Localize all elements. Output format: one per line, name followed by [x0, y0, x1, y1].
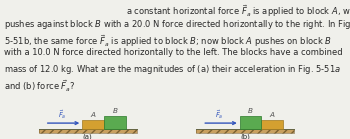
Text: with a 10.0 N force directed horizontally to the left. The blocks have a combine: with a 10.0 N force directed horizontall…	[4, 48, 342, 57]
Bar	[196, 129, 294, 133]
Text: $\vec{F}_a$: $\vec{F}_a$	[215, 108, 224, 121]
Text: $A$: $A$	[269, 110, 276, 119]
Bar	[104, 116, 126, 129]
Bar	[82, 120, 104, 129]
Text: a constant horizontal force $\vec{F}_a$ is applied to block $A$, which: a constant horizontal force $\vec{F}_a$ …	[126, 3, 350, 19]
Text: and (b) force $\vec{F}_a$?: and (b) force $\vec{F}_a$?	[4, 78, 75, 94]
Text: (b): (b)	[240, 133, 250, 139]
Bar	[261, 120, 283, 129]
Text: $B$: $B$	[112, 106, 118, 115]
Text: $\vec{F}_a$: $\vec{F}_a$	[57, 108, 66, 121]
Text: $B$: $B$	[247, 106, 254, 115]
Bar	[196, 129, 294, 133]
Text: (a): (a)	[83, 133, 92, 139]
Text: 5-51b, the same force $\vec{F}_a$ is applied to block $B$; now block $A$ pushes : 5-51b, the same force $\vec{F}_a$ is app…	[4, 33, 331, 49]
Bar	[38, 129, 136, 133]
Text: mass of 12.0 kg. What are the magnitudes of (a) their acceleration in Fig. 5-51$: mass of 12.0 kg. What are the magnitudes…	[4, 63, 341, 76]
Text: pushes against block $B$ with a 20.0 N force directed horizontally to the right.: pushes against block $B$ with a 20.0 N f…	[4, 18, 350, 31]
Text: $A$: $A$	[90, 110, 97, 119]
Bar	[38, 129, 136, 133]
Bar	[240, 116, 261, 129]
